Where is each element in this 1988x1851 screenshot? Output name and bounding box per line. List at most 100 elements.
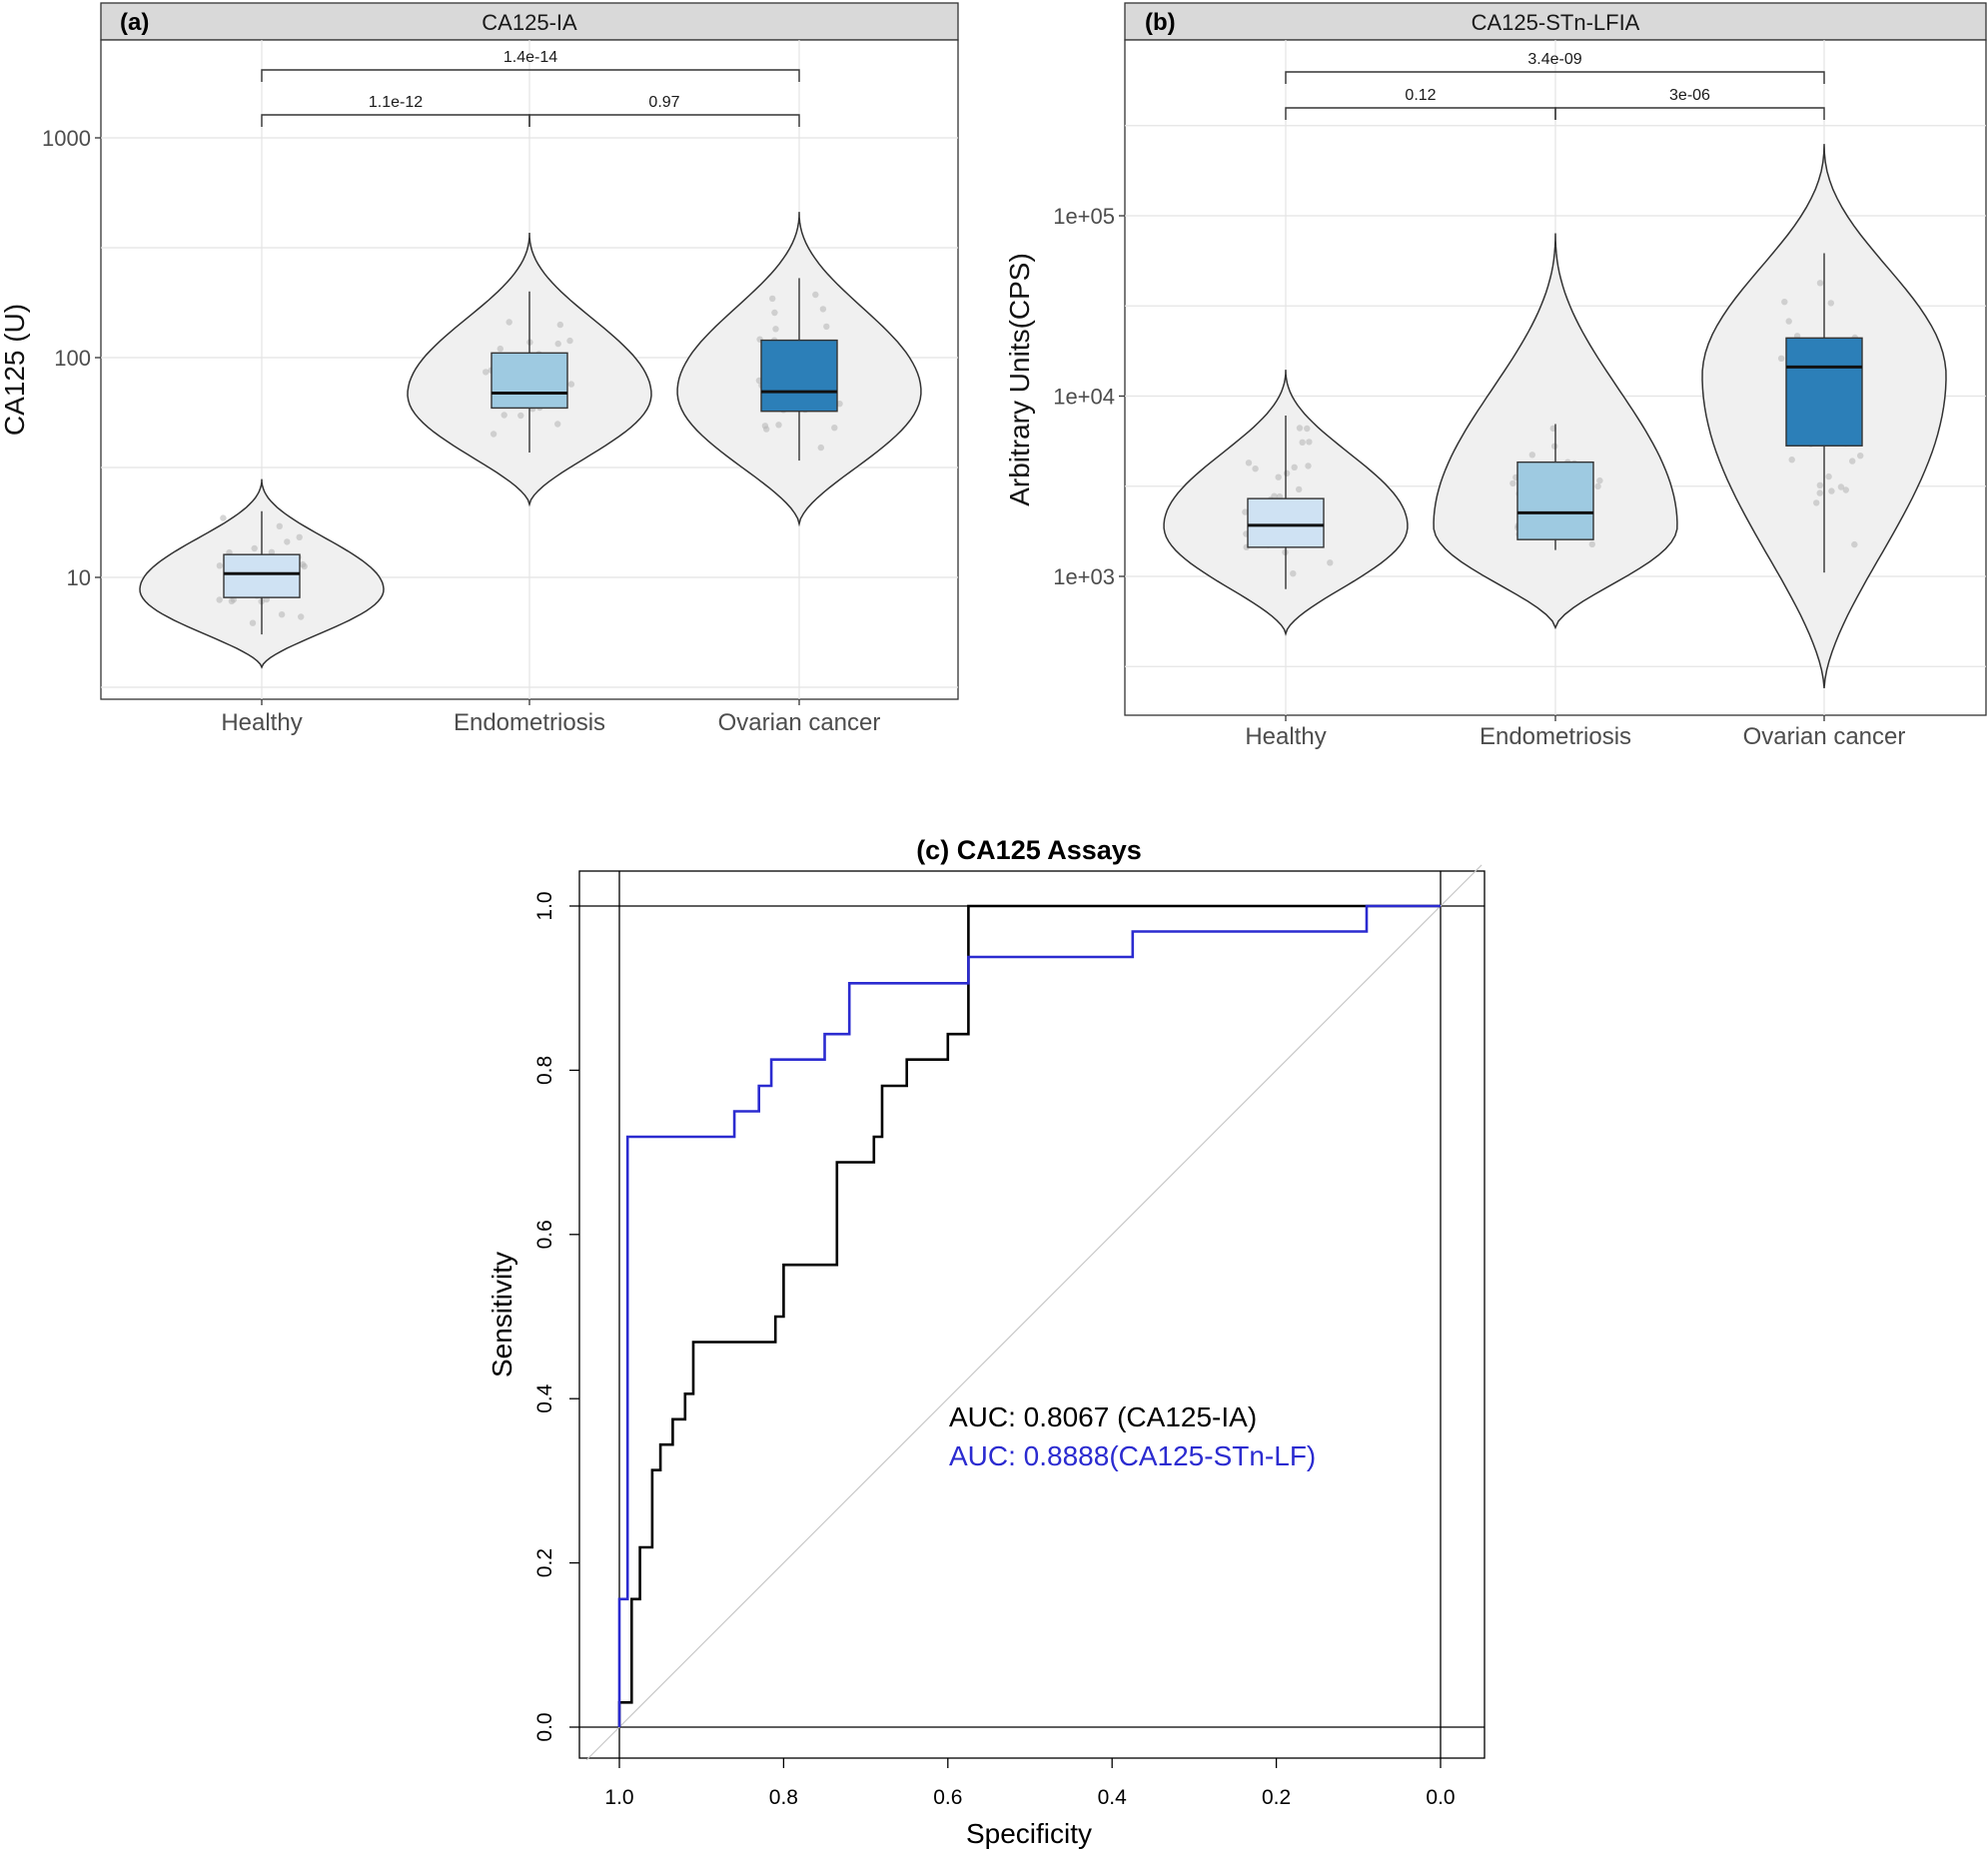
panel-b-point-healthy xyxy=(1305,463,1312,469)
panel-a-y-ticks: 10 100 1000 xyxy=(42,126,101,590)
panel-c-y-ticks: 0.0 0.2 0.4 0.6 0.8 1.0 xyxy=(533,891,579,1742)
panel-a-point-ovarian-cancer xyxy=(812,291,819,299)
panel-b-point-endometriosis xyxy=(1596,476,1603,484)
panel-c-x-tick-label-4: 0.2 xyxy=(1262,1786,1291,1809)
panel-b-point-ovarian-cancer xyxy=(1788,457,1795,463)
panel-a-point-ovarian-cancer xyxy=(836,401,843,408)
panel-a-boxes xyxy=(223,278,838,635)
panel-b-point-ovarian-cancer xyxy=(1827,300,1835,307)
legend-auc-ca125-stn-lf: AUC: 0.8888(CA125-STn-LF) xyxy=(949,1440,1316,1471)
panel-a-point-ovarian-cancer xyxy=(817,444,824,452)
panel-a-p-value-healthy-vs-endometriosis: 1.1e-12 xyxy=(369,94,423,111)
panel-a-point-endometriosis xyxy=(517,412,524,420)
panel-a-point-endometriosis xyxy=(497,345,503,353)
panel-c-y-tick-label-3: 0.6 xyxy=(533,1220,556,1249)
panel-a-point-ovarian-cancer xyxy=(763,426,770,433)
panel-a-point-healthy xyxy=(296,533,303,540)
panel-a-x-ticks: Healthy Endometriosis Ovarian cancer xyxy=(221,699,880,736)
panel-c-x-axis-label: Specificity xyxy=(966,1818,1092,1849)
panel-b-comparison-brackets: 3.4e-09 0.12 3e-06 xyxy=(1285,51,1825,120)
panel-a-point-healthy xyxy=(220,514,227,521)
panel-a-point-ovarian-cancer xyxy=(831,425,838,432)
panel-b-x-ticks: Healthy Endometriosis Ovarian cancer xyxy=(1245,715,1905,750)
panel-b-point-healthy xyxy=(1306,439,1313,446)
panel-b-point-endometriosis xyxy=(1594,482,1601,490)
panel-a-p-value-endometriosis-vs-ovarian-cancer: 0.97 xyxy=(648,94,679,111)
panel-a-point-endometriosis xyxy=(554,421,561,428)
panel-a-point-endometriosis xyxy=(556,321,563,329)
panel-a-point-endometriosis xyxy=(505,319,512,326)
panel-b-letter: (b) xyxy=(1145,9,1176,36)
panel-a-box-endometriosis xyxy=(491,352,568,410)
panel-c-x-tick-label-1: 0.8 xyxy=(769,1786,798,1809)
panel-c-y-tick-label-5: 1.0 xyxy=(533,891,556,920)
panel-b-title: CA125-STn-LFIA xyxy=(1472,10,1640,35)
panel-b-point-healthy xyxy=(1291,463,1298,470)
panel-c-chance-diagonal xyxy=(585,864,1483,1761)
panel-a-letter: (a) xyxy=(120,9,149,36)
panel-b-y-ticks: 1e+03 1e+04 1e+05 xyxy=(1053,204,1125,589)
panel-c-title: (c) CA125 Assays xyxy=(916,835,1142,865)
panel-b-point-ovarian-cancer xyxy=(1842,486,1850,493)
panel-b-box-healthy xyxy=(1247,497,1325,548)
panel-b-point-ovarian-cancer xyxy=(1837,483,1845,490)
panel-c-x-ticks: 1.0 0.8 0.6 0.4 0.2 0.0 xyxy=(604,1758,1456,1809)
panel-a-point-healthy xyxy=(298,613,305,620)
panel-a-y-tick-label-2: 1000 xyxy=(42,126,91,151)
panel-b-bracket-endometriosis-vs-ovarian-cancer xyxy=(1554,107,1825,120)
panel-b-point-healthy xyxy=(1275,473,1282,480)
panel-b-title-strip xyxy=(1124,2,1987,41)
panel-b-point-ovarian-cancer xyxy=(1849,458,1856,464)
panel-a: (a) CA125-IA 1.4e-14 1.1e-12 0.97 10 100 100… xyxy=(0,2,959,736)
panel-b-p-value-endometriosis-vs-ovarian-cancer: 3e-06 xyxy=(1669,87,1710,104)
panel-b-y-tick-label-2: 1e+05 xyxy=(1053,204,1115,229)
panel-c-y-tick-label-0: 0.0 xyxy=(533,1712,556,1741)
panel-b-x-tick-label-healthy: Healthy xyxy=(1245,723,1326,750)
panel-c-roc-curves xyxy=(617,904,1441,1727)
panel-b-point-ovarian-cancer xyxy=(1781,299,1788,306)
panel-b-point-healthy xyxy=(1245,460,1253,466)
panel-b-point-ovarian-cancer xyxy=(1851,540,1858,548)
panel-b-point-ovarian-cancer xyxy=(1816,489,1823,496)
panel-c-x-tick-label-5: 0.0 xyxy=(1426,1786,1455,1809)
panel-b-point-healthy xyxy=(1290,570,1297,577)
panel-b-y-tick-label-1: 1e+04 xyxy=(1053,385,1115,410)
panel-b-point-endometriosis xyxy=(1588,540,1596,548)
panel-a-point-endometriosis xyxy=(500,412,507,419)
panel-b-point-healthy xyxy=(1296,425,1304,432)
panel-a-point-endometriosis xyxy=(566,337,573,345)
panel-b-point-healthy xyxy=(1299,439,1306,446)
panel-c-reference-lines xyxy=(579,864,1485,1761)
panel-c: (c) CA125 Assays 1.0 0.8 0.6 0.4 0.2 0.0 0.0 0… xyxy=(487,835,1486,1849)
panel-c-y-tick-label-2: 0.4 xyxy=(533,1384,556,1413)
panel-a-point-endometriosis xyxy=(490,431,497,438)
panel-a-title: CA125-IA xyxy=(482,10,577,35)
panel-b-point-healthy xyxy=(1327,559,1334,566)
panel-b-point-endometriosis xyxy=(1528,452,1536,459)
panel-a-point-healthy xyxy=(299,560,307,568)
panel-b-point-ovarian-cancer xyxy=(1816,280,1824,287)
panel-a-point-ovarian-cancer xyxy=(771,309,778,317)
panel-a-point-healthy xyxy=(278,611,286,618)
panel-b-p-value-healthy-vs-ovarian-cancer: 3.4e-09 xyxy=(1527,51,1581,68)
panel-a-point-ovarian-cancer xyxy=(769,295,776,303)
panel-b-point-ovarian-cancer xyxy=(1828,487,1835,494)
panel-b-point-ovarian-cancer xyxy=(1857,453,1864,460)
panel-a-bracket-endometriosis-vs-ovarian-cancer xyxy=(528,114,800,127)
panel-a-point-endometriosis xyxy=(567,381,575,388)
legend-auc-ca125-ia: AUC: 0.8067 (CA125-IA) xyxy=(949,1401,1257,1432)
panel-c-y-tick-label-4: 0.8 xyxy=(533,1056,556,1085)
panel-a-point-endometriosis xyxy=(483,369,490,376)
panel-b-p-value-healthy-vs-endometriosis: 0.12 xyxy=(1405,87,1436,104)
panel-a-x-tick-label-ovarian-cancer: Ovarian cancer xyxy=(718,709,881,736)
panel-b-point-endometriosis xyxy=(1509,479,1516,487)
panel-b-point-healthy xyxy=(1252,465,1259,472)
panel-b-box-ovarian-cancer xyxy=(1785,337,1863,447)
panel-a-x-tick-label-endometriosis: Endometriosis xyxy=(454,709,605,736)
panel-a-point-healthy xyxy=(216,562,224,569)
roc-curve-ca125-ia xyxy=(617,904,1441,1727)
panel-b-boxes xyxy=(1247,253,1863,589)
panel-a-point-ovarian-cancer xyxy=(772,326,779,333)
panel-c-y-axis-label: Sensitivity xyxy=(487,1252,517,1378)
